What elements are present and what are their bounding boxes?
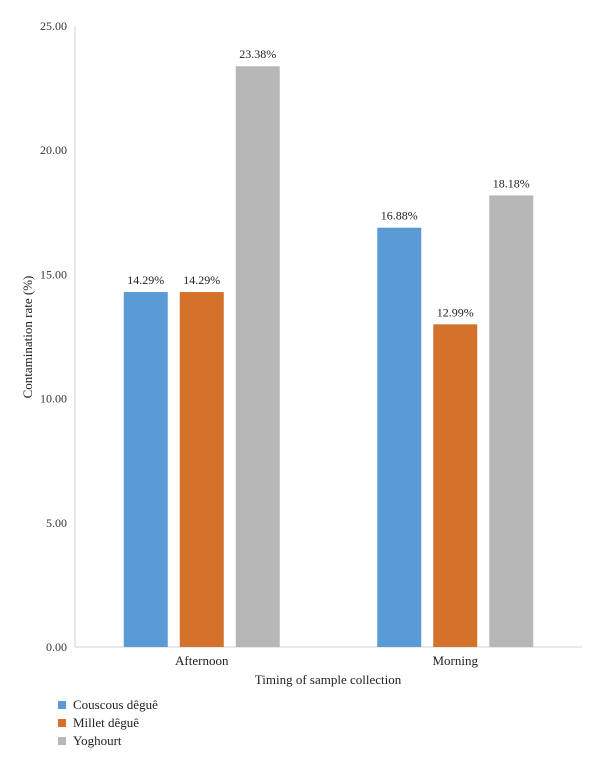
data-label: 18.18% (493, 176, 530, 190)
bar (433, 324, 478, 647)
legend: Couscous dêguê Millet dêguê Yoghourt (58, 696, 158, 750)
legend-swatch-couscous (58, 701, 66, 709)
legend-swatch-millet (58, 719, 66, 727)
bar (179, 292, 224, 647)
x-axis-ticks: Afternoon Morning (175, 653, 478, 668)
legend-swatch-yoghourt (58, 737, 66, 745)
bar (489, 195, 534, 647)
y-tick-label: 20.00 (40, 143, 67, 157)
bar (235, 66, 280, 648)
x-tick-label: Morning (433, 653, 479, 668)
legend-item-yoghourt: Yoghourt (58, 732, 158, 750)
legend-label-couscous: Couscous dêguê (73, 697, 158, 712)
y-tick-label: 0.00 (46, 640, 67, 654)
legend-label-yoghourt: Yoghourt (73, 733, 122, 748)
data-label: 23.38% (239, 47, 276, 61)
bar (377, 227, 422, 647)
y-axis-title: Contamination rate (%) (20, 276, 35, 399)
data-label: 12.99% (437, 305, 474, 319)
data-label: 14.29% (127, 273, 164, 287)
legend-item-couscous: Couscous dêguê (58, 696, 158, 714)
data-label: 16.88% (381, 209, 418, 223)
data-label: 14.29% (183, 273, 220, 287)
y-tick-label: 15.00 (40, 267, 67, 281)
x-axis-title: Timing of sample collection (255, 672, 402, 687)
legend-label-millet: Millet dêguê (73, 715, 140, 730)
bars-group (123, 66, 534, 648)
y-axis-ticks: 0.00 5.00 10.00 15.00 20.00 25.00 (40, 19, 67, 654)
y-tick-label: 25.00 (40, 19, 67, 33)
y-tick-label: 5.00 (46, 516, 67, 530)
data-labels: 14.29% 14.29% 23.38% 16.88% 12.99% 18.18% (127, 47, 530, 319)
x-tick-label: Afternoon (175, 653, 229, 668)
y-tick-label: 10.00 (40, 392, 67, 406)
bar (123, 292, 168, 647)
legend-item-millet: Millet dêguê (58, 714, 158, 732)
